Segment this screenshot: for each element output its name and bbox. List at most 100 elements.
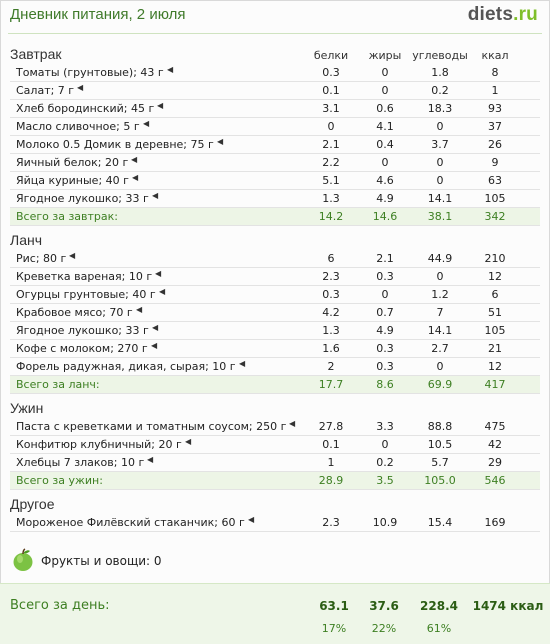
food-row[interactable]: Кофе с молоком; 270 г ◀ 1.6 0.3 2.7 21 [10,340,540,358]
row-arrow-icon[interactable]: ◀ [155,269,162,278]
food-row[interactable]: Хлеб бородинский; 45 г ◀ 3.1 0.6 18.3 93 [10,100,540,118]
food-row[interactable]: Яйца куриные; 40 г ◀ 5.1 4.6 0 63 [10,172,540,190]
food-row[interactable]: Конфитюр клубничный; 20 г ◀ 0.1 0 10.5 42 [10,436,540,454]
value-kcal: 210 [484,252,506,265]
food-row[interactable]: Яичный белок; 20 г ◀ 2.2 0 0 9 [10,154,540,172]
food-row[interactable]: Молоко 0.5 Домик в деревне; 75 г ◀ 2.1 0.4 3… [10,136,540,154]
row-arrow-icon[interactable]: ◀ [147,455,154,464]
food-row[interactable]: Хлебцы 7 злаков; 10 г ◀ 1 0.2 5.7 29 [10,454,540,472]
food-row[interactable]: Креветка вареная; 10 г ◀ 2.3 0.3 0 12 [10,268,540,286]
value-carbs: 1.2 [431,288,449,301]
food-name[interactable]: Ягодное лукошко; 33 г [16,324,149,337]
value-carbs: 14.1 [427,324,453,337]
food-name[interactable]: Ягодное лукошко; 33 г [16,192,149,205]
food-row[interactable]: Мороженое Филёвский стаканчик; 60 г ◀ 2.3 1… [10,514,540,532]
food-name[interactable]: Кофе с молоком; 270 г [16,342,148,355]
total-label: Всего за завтрак: [16,210,119,223]
food-name[interactable]: Паста с креветками и томатным соусом; 25… [16,420,287,433]
value-protein: 2.1 [322,138,340,151]
row-arrow-icon[interactable]: ◀ [217,137,224,146]
value-carbs: 105.0 [424,474,456,487]
row-arrow-icon[interactable]: ◀ [69,251,76,260]
food-name[interactable]: Рис; 80 г [16,252,67,265]
daily-protein: 63.1 [319,599,349,613]
value-carbs: 38.1 [427,210,453,223]
row-arrow-icon[interactable]: ◀ [157,101,164,110]
value-fat: 0 [381,288,389,301]
total-label: Всего за ужин: [16,474,103,487]
food-name[interactable]: Форель радужная, дикая, сырая; 10 г [16,360,236,373]
value-fat: 0 [381,66,389,79]
daily-carbs: 228.4 [420,599,458,613]
column-header-carbs: углеводы [412,49,468,62]
daily-fat: 37.6 [369,599,399,613]
value-protein: 14.2 [318,210,344,223]
row-arrow-icon[interactable]: ◀ [136,305,143,314]
row-arrow-icon[interactable]: ◀ [152,323,159,332]
page-title: Дневник питания, 2 июля [10,6,186,23]
food-name[interactable]: Конфитюр клубничный; 20 г [16,438,182,451]
food-row[interactable]: Ягодное лукошко; 33 г ◀ 1.3 4.9 14.1 105 [10,190,540,208]
value-carbs: 3.7 [431,138,449,151]
food-row[interactable]: Форель радужная, дикая, сырая; 10 г ◀ 2 0.3… [10,358,540,376]
value-protein: 0.3 [322,288,340,301]
row-arrow-icon[interactable]: ◀ [131,155,138,164]
food-row[interactable]: Паста с креветками и томатным соусом; 25… [10,418,540,436]
value-carbs: 14.1 [427,192,453,205]
food-row[interactable]: Рис; 80 г ◀ 6 2.1 44.9 210 [10,250,540,268]
value-kcal: 105 [484,192,506,205]
row-arrow-icon[interactable]: ◀ [143,119,150,128]
food-name[interactable]: Мороженое Филёвский стаканчик; 60 г [16,516,245,529]
value-kcal: 12 [488,360,502,373]
food-name[interactable]: Масло сливочное; 5 г [16,120,140,133]
food-name[interactable]: Хлебцы 7 злаков; 10 г [16,456,145,469]
value-carbs: 44.9 [427,252,453,265]
row-arrow-icon[interactable]: ◀ [159,287,166,296]
row-arrow-icon[interactable]: ◀ [151,341,158,350]
food-name[interactable]: Яичный белок; 20 г [16,156,129,169]
fruits-vegetables: Фрукты и овощи: 0 [12,548,312,574]
row-arrow-icon[interactable]: ◀ [167,65,174,74]
value-carbs: 0 [436,156,444,169]
value-kcal: 475 [484,420,506,433]
value-protein: 0.1 [322,84,340,97]
row-arrow-icon[interactable]: ◀ [77,83,84,92]
value-carbs: 0 [436,174,444,187]
food-name[interactable]: Хлеб бородинский; 45 г [16,102,155,115]
food-name[interactable]: Томаты (грунтовые); 43 г [16,66,164,79]
value-protein: 0 [327,120,335,133]
food-name[interactable]: Яйца куриные; 40 г [16,174,129,187]
row-arrow-icon[interactable]: ◀ [239,359,246,368]
brand-main: diets [467,4,514,25]
value-carbs: 69.9 [427,378,453,391]
food-name[interactable]: Салат; 7 г [16,84,75,97]
value-carbs: 2.7 [431,342,449,355]
value-kcal: 21 [488,342,502,355]
section-title: Ужин [10,400,44,416]
value-fat: 14.6 [372,210,398,223]
row-arrow-icon[interactable]: ◀ [185,437,192,446]
header: Дневник питания, 2 июля diets.ru [0,0,550,36]
food-row[interactable]: Масло сливочное; 5 г ◀ 0 4.1 0 37 [10,118,540,136]
value-carbs: 5.7 [431,456,449,469]
row-arrow-icon[interactable]: ◀ [132,173,139,182]
food-name[interactable]: Креветка вареная; 10 г [16,270,153,283]
section-header: Ужин [0,398,550,418]
food-name[interactable]: Крабовое мясо; 70 г [16,306,133,319]
value-fat: 0.2 [376,456,394,469]
row-arrow-icon[interactable]: ◀ [248,515,255,524]
section-title: Другое [10,496,55,512]
food-name[interactable]: Молоко 0.5 Домик в деревне; 75 г [16,138,214,151]
row-arrow-icon[interactable]: ◀ [152,191,159,200]
brand-logo[interactable]: diets.ru [468,4,538,26]
value-fat: 0 [381,156,389,169]
food-row[interactable]: Томаты (грунтовые); 43 г ◀ 0.3 0 1.8 8 [10,64,540,82]
food-row[interactable]: Ягодное лукошко; 33 г ◀ 1.3 4.9 14.1 105 [10,322,540,340]
row-arrow-icon[interactable]: ◀ [289,419,296,428]
food-row[interactable]: Салат; 7 г ◀ 0.1 0 0.2 1 [10,82,540,100]
total-row: Всего за ужин: 28.9 3.5 105.0 546 [10,472,540,490]
food-row[interactable]: Огурцы грунтовые; 40 г ◀ 0.3 0 1.2 6 [10,286,540,304]
value-protein: 2.2 [322,156,340,169]
food-row[interactable]: Крабовое мясо; 70 г ◀ 4.2 0.7 7 51 [10,304,540,322]
food-name[interactable]: Огурцы грунтовые; 40 г [16,288,156,301]
